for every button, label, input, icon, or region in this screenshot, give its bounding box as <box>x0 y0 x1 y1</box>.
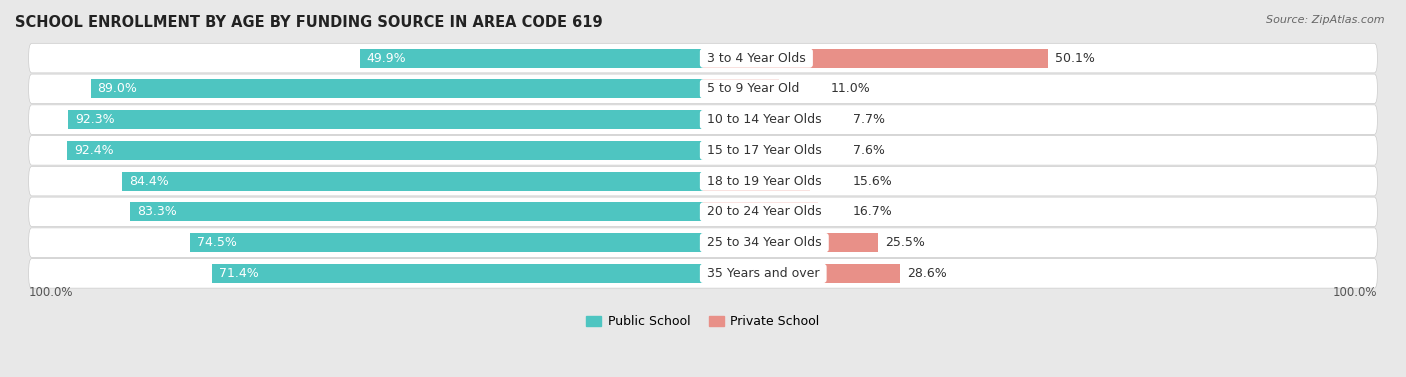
FancyBboxPatch shape <box>28 43 1378 73</box>
Text: 92.3%: 92.3% <box>75 113 114 126</box>
Text: 7.7%: 7.7% <box>853 113 884 126</box>
Text: 35 Years and over: 35 Years and over <box>703 267 824 280</box>
Bar <box>703 233 879 252</box>
Text: 92.4%: 92.4% <box>75 144 114 157</box>
Text: 49.9%: 49.9% <box>367 52 406 64</box>
Text: 10 to 14 Year Olds: 10 to 14 Year Olds <box>703 113 825 126</box>
Bar <box>703 264 900 283</box>
Text: 15.6%: 15.6% <box>853 175 893 188</box>
FancyBboxPatch shape <box>28 166 1378 196</box>
Text: SCHOOL ENROLLMENT BY AGE BY FUNDING SOURCE IN AREA CODE 619: SCHOOL ENROLLMENT BY AGE BY FUNDING SOUR… <box>15 15 603 30</box>
Text: 100.0%: 100.0% <box>28 286 73 299</box>
Text: 74.5%: 74.5% <box>197 236 238 249</box>
Text: 5 to 9 Year Old: 5 to 9 Year Old <box>703 82 803 95</box>
Bar <box>360 49 703 67</box>
Text: 11.0%: 11.0% <box>831 82 870 95</box>
Text: 15 to 17 Year Olds: 15 to 17 Year Olds <box>703 144 825 157</box>
Text: Source: ZipAtlas.com: Source: ZipAtlas.com <box>1267 15 1385 25</box>
FancyBboxPatch shape <box>28 74 1378 104</box>
Bar <box>703 172 810 191</box>
Text: 7.6%: 7.6% <box>853 144 884 157</box>
Text: 89.0%: 89.0% <box>97 82 138 95</box>
Legend: Public School, Private School: Public School, Private School <box>582 310 824 333</box>
Text: 83.3%: 83.3% <box>136 205 177 218</box>
Text: 16.7%: 16.7% <box>853 205 893 218</box>
Bar <box>703 49 1047 67</box>
Text: 25.5%: 25.5% <box>886 236 925 249</box>
Bar <box>67 110 703 129</box>
Text: 100.0%: 100.0% <box>1333 286 1378 299</box>
FancyBboxPatch shape <box>28 259 1378 288</box>
Bar <box>67 141 703 160</box>
FancyBboxPatch shape <box>28 197 1378 227</box>
FancyBboxPatch shape <box>28 228 1378 257</box>
Text: 20 to 24 Year Olds: 20 to 24 Year Olds <box>703 205 825 218</box>
Bar <box>90 79 703 98</box>
Text: 50.1%: 50.1% <box>1054 52 1094 64</box>
Bar <box>212 264 703 283</box>
Bar <box>122 172 703 191</box>
Text: 84.4%: 84.4% <box>129 175 169 188</box>
FancyBboxPatch shape <box>28 105 1378 134</box>
Bar <box>703 79 779 98</box>
Text: 25 to 34 Year Olds: 25 to 34 Year Olds <box>703 236 825 249</box>
Bar <box>129 202 703 221</box>
Text: 18 to 19 Year Olds: 18 to 19 Year Olds <box>703 175 825 188</box>
FancyBboxPatch shape <box>28 136 1378 165</box>
Bar <box>703 141 755 160</box>
Bar <box>703 202 818 221</box>
Text: 28.6%: 28.6% <box>907 267 946 280</box>
Bar <box>703 110 756 129</box>
Bar <box>190 233 703 252</box>
Text: 3 to 4 Year Olds: 3 to 4 Year Olds <box>703 52 810 64</box>
Text: 71.4%: 71.4% <box>219 267 259 280</box>
